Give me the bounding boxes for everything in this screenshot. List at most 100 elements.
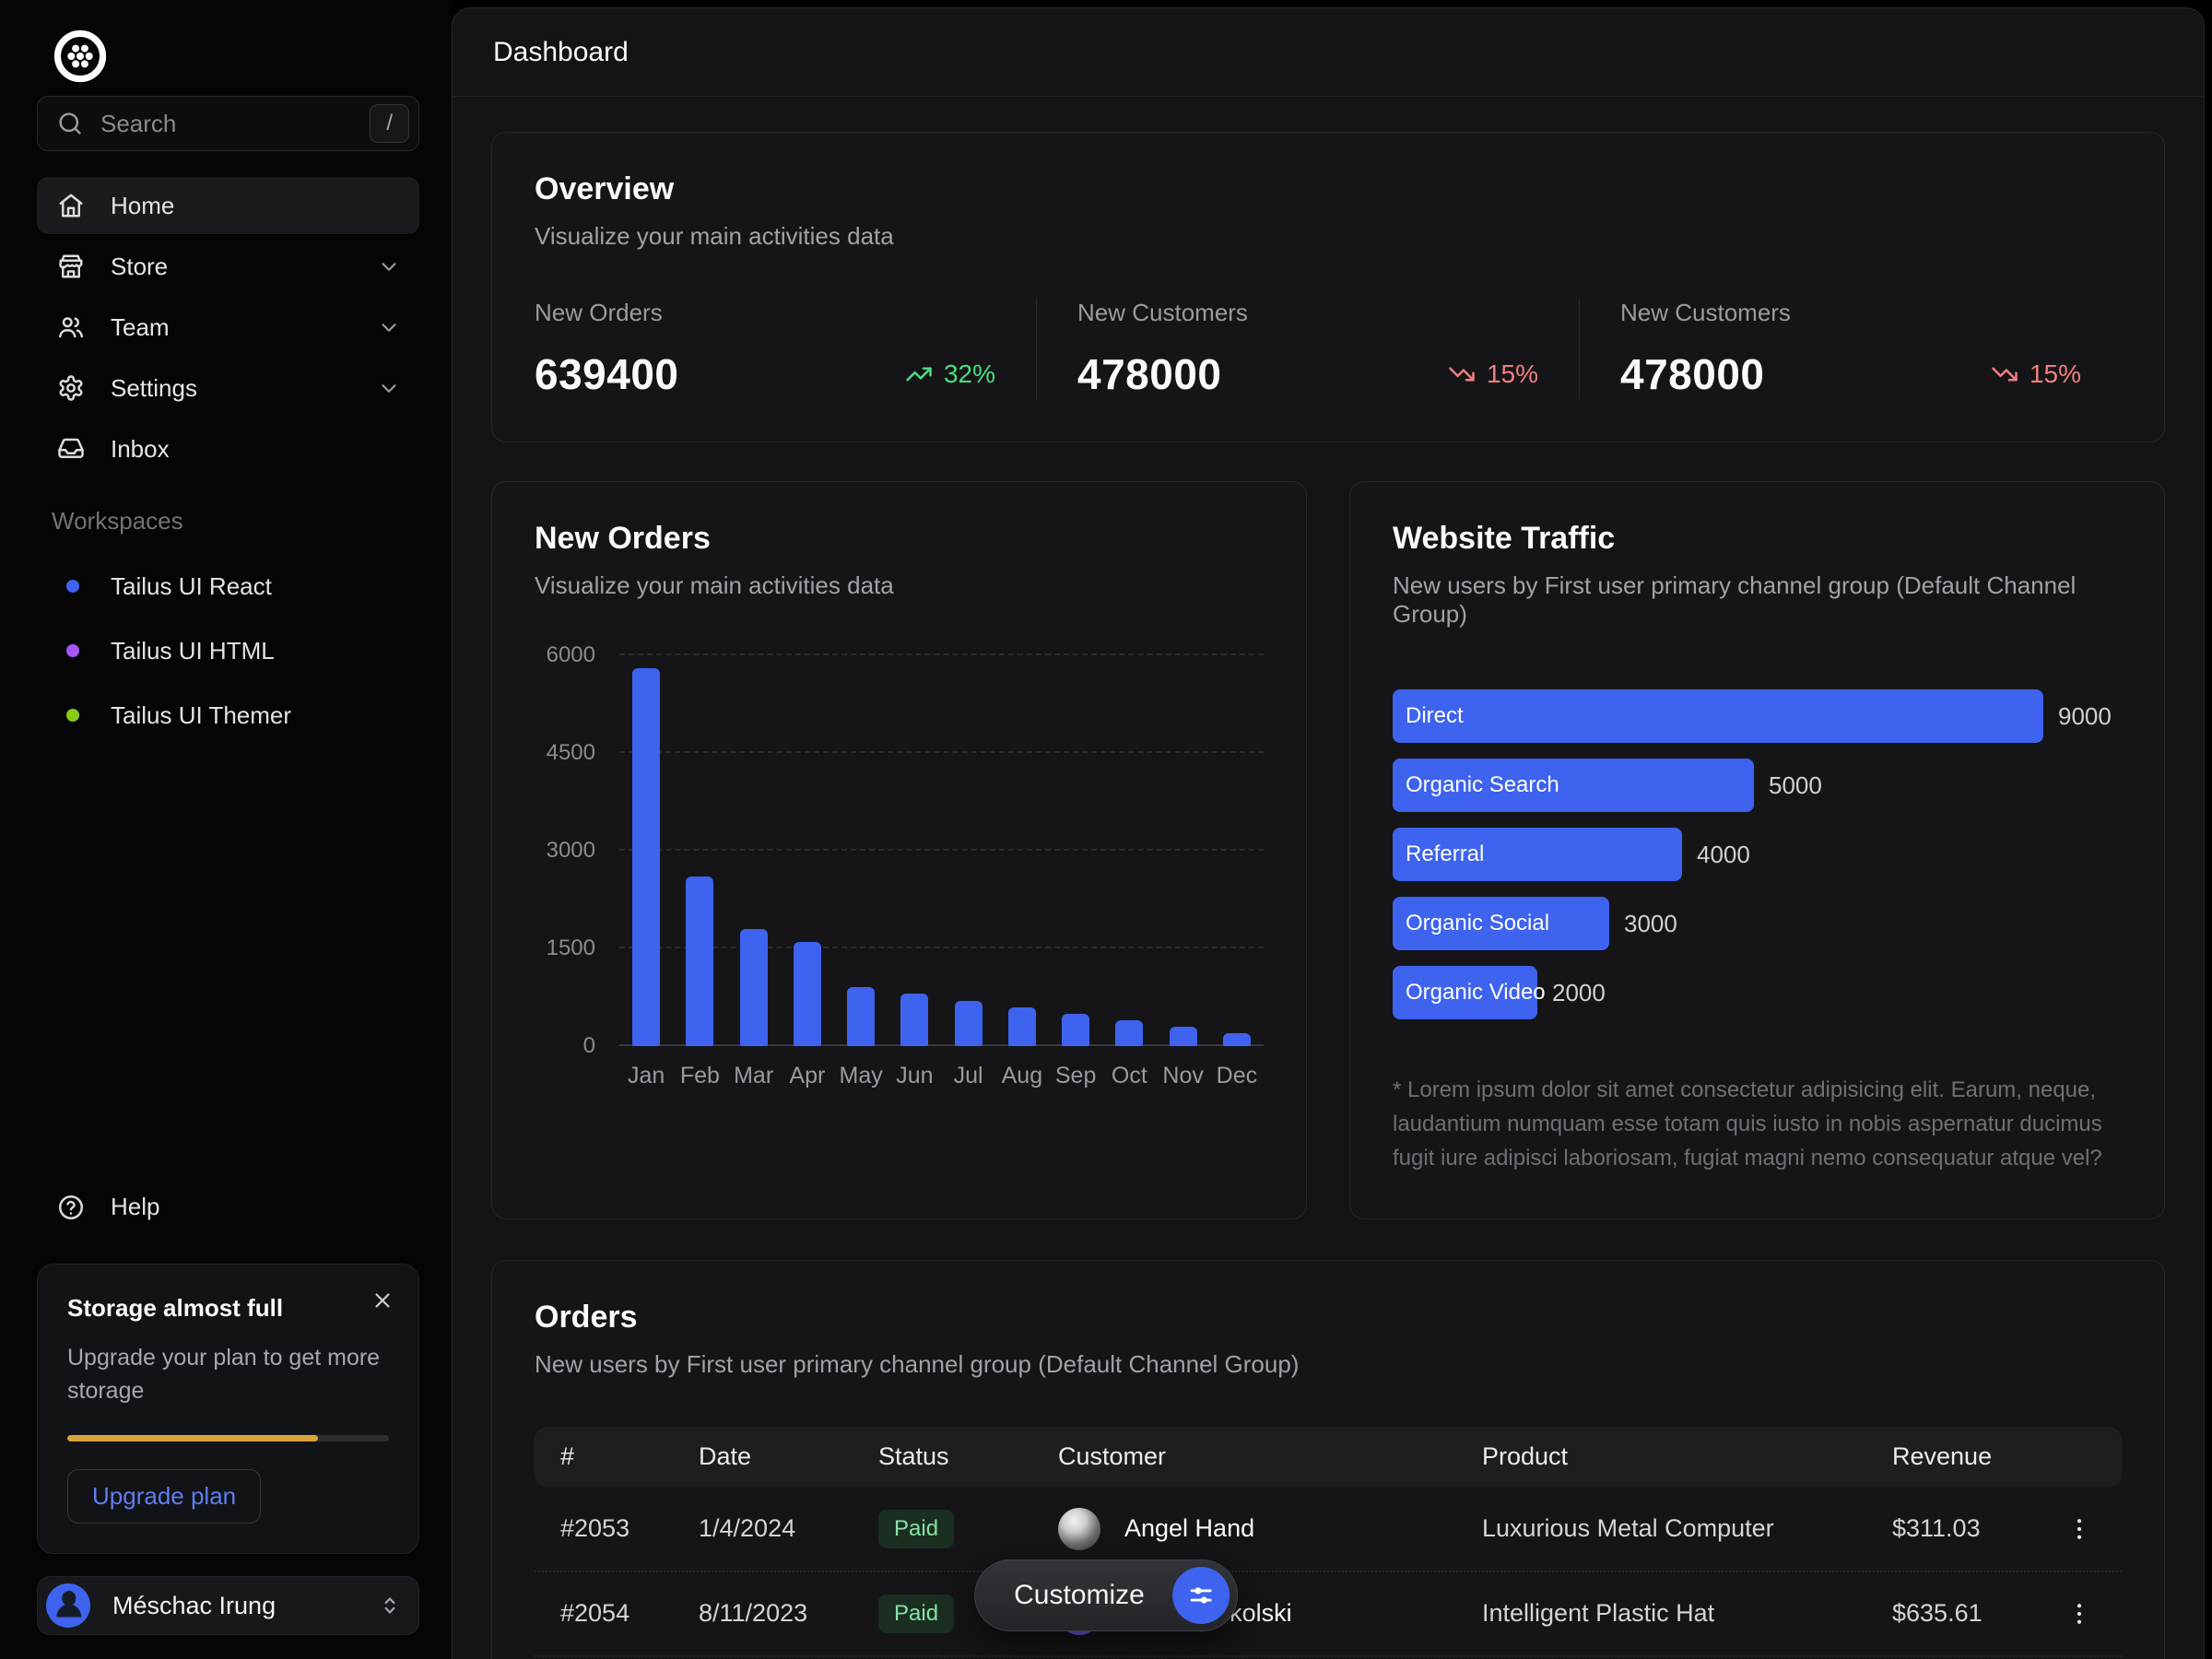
team-icon [57, 313, 85, 341]
storage-alert-card: Storage almost full Upgrade your plan to… [37, 1264, 419, 1555]
brand-logo[interactable] [52, 28, 109, 85]
traffic-bar-row: Direct 9000 [1393, 689, 2122, 743]
search-box[interactable]: / [37, 96, 419, 151]
page-title: Dashboard [493, 37, 629, 68]
sidebar-item-label: Team [111, 313, 351, 342]
website-traffic-title: Website Traffic [1393, 521, 2122, 557]
bar-column [727, 655, 781, 1046]
traffic-bar-row: Organic Social 3000 [1393, 897, 2122, 950]
bar [900, 994, 928, 1046]
traffic-bar-row: Organic Video 2000 [1393, 966, 2122, 1019]
orders-title: Orders [535, 1300, 2122, 1335]
sidebar-item-label: Store [111, 253, 351, 281]
sidebar-item-inbox[interactable]: Inbox [37, 420, 419, 477]
bar [955, 1001, 982, 1046]
y-axis-tick-label: 1500 [535, 935, 595, 961]
bar-column [1049, 655, 1102, 1046]
storage-progress-bar [67, 1435, 389, 1441]
status-badge: Paid [878, 1594, 954, 1633]
traffic-bar: Referral [1393, 828, 1682, 881]
order-date: 1/4/2024 [699, 1514, 878, 1543]
workspace-color-dot [66, 709, 79, 722]
bar [632, 668, 660, 1046]
row-menu-button[interactable] [2053, 1503, 2105, 1555]
bar-column [1102, 655, 1156, 1046]
avatar [1058, 1508, 1100, 1550]
table-row[interactable]: #2053 1/4/2024 Paid Angel Hand Luxurious… [535, 1488, 2122, 1572]
x-axis-tick-label: Nov [1157, 1063, 1210, 1089]
row-menu-button[interactable] [2053, 1588, 2105, 1640]
stat-label: New Orders [535, 299, 995, 327]
order-date: 8/11/2023 [699, 1599, 878, 1628]
sidebar-item-label: Home [111, 192, 401, 220]
x-axis-tick-label: Dec [1210, 1063, 1264, 1089]
new-orders-subtitle: Visualize your main activities data [535, 571, 1264, 600]
bar [1223, 1033, 1251, 1046]
stat-block: New Orders 639400 32% [535, 299, 1036, 399]
revenue-value: $635.61 [1892, 1599, 2053, 1628]
upgrade-plan-button[interactable]: Upgrade plan [67, 1469, 261, 1524]
x-axis-tick-label: Feb [673, 1063, 726, 1089]
stat-label: New Customers [1077, 299, 1538, 327]
workspace-item[interactable]: Tailus UI React [37, 558, 419, 615]
product-name: Luxurious Metal Computer [1482, 1514, 1892, 1543]
home-icon [57, 192, 85, 219]
bar-column [1210, 655, 1264, 1046]
sidebar-item-store[interactable]: Store [37, 238, 419, 295]
search-icon [56, 110, 84, 137]
traffic-bar: Direct [1393, 689, 2043, 743]
y-axis-tick-label: 6000 [535, 642, 595, 668]
overview-subtitle: Visualize your main activities data [535, 222, 2122, 251]
orders-table-body: #2053 1/4/2024 Paid Angel Hand Luxurious… [535, 1488, 2122, 1659]
stat-label: New Customers [1620, 299, 2081, 327]
workspace-item[interactable]: Tailus UI HTML [37, 622, 419, 679]
x-axis-tick-label: Sep [1049, 1063, 1102, 1089]
bar-column [1157, 655, 1210, 1046]
sidebar: / Home Store Team Settings Inbox Workspa… [0, 0, 452, 1659]
store-icon [57, 253, 85, 280]
close-icon[interactable] [371, 1288, 394, 1312]
sidebar-item-home[interactable]: Home [37, 177, 419, 234]
workspace-label: Tailus UI React [111, 572, 272, 601]
stat-value: 478000 [1077, 349, 1222, 399]
new-orders-card: New Orders Visualize your main activitie… [491, 481, 1307, 1219]
chevron-down-icon [377, 376, 401, 400]
customer-name: Angel Hand [1124, 1514, 1254, 1543]
website-traffic-card: Website Traffic New users by First user … [1349, 481, 2165, 1219]
overview-stats: New Orders 639400 32% New Customers 4780… [535, 299, 2122, 399]
table-row[interactable]: #2054 8/11/2023 Paid Lucia Jaskolski Int… [535, 1572, 2122, 1657]
stat-delta: 15% [1991, 359, 2081, 389]
sidebar-item-help[interactable]: Help [37, 1179, 419, 1236]
sidebar-item-settings[interactable]: Settings [37, 359, 419, 417]
search-input[interactable] [84, 110, 370, 138]
traffic-bar-row: Organic Search 5000 [1393, 759, 2122, 812]
x-axis-tick-label: Jan [619, 1063, 673, 1089]
y-axis-tick-label: 4500 [535, 740, 595, 766]
sidebar-item-team[interactable]: Team [37, 299, 419, 356]
orders-subtitle: New users by First user primary channel … [535, 1350, 2122, 1379]
order-id: #2054 [560, 1599, 699, 1628]
bar-column [781, 655, 834, 1046]
sidebar-nav: Home Store Team Settings Inbox [37, 177, 419, 477]
customize-button[interactable]: Customize [974, 1559, 1238, 1631]
new-orders-bar-chart: 01500300045006000 JanFebMarAprMayJunJulA… [535, 655, 1264, 1089]
flower-dots-icon [67, 45, 92, 68]
traffic-bar: Organic Social [1393, 897, 1609, 950]
orders-table: #DateStatusCustomerProductRevenue #2053 … [535, 1427, 2122, 1659]
trend-up-icon [905, 360, 933, 388]
user-menu[interactable]: Méschac Irung [37, 1576, 419, 1635]
help-label: Help [111, 1193, 159, 1221]
traffic-bar-value: 3000 [1624, 910, 1677, 938]
traffic-bar-value: 4000 [1697, 841, 1750, 869]
traffic-bar-value: 2000 [1552, 979, 1606, 1007]
bar-column [995, 655, 1049, 1046]
trend-down-icon [1448, 360, 1476, 388]
bar [1008, 1007, 1036, 1046]
workspace-label: Tailus UI HTML [111, 637, 275, 665]
inbox-icon [57, 435, 85, 463]
product-name: Intelligent Plastic Hat [1482, 1599, 1892, 1628]
workspace-item[interactable]: Tailus UI Themer [37, 687, 419, 744]
traffic-bar-label: Organic Social [1406, 911, 1549, 936]
y-axis-tick-label: 3000 [535, 838, 595, 864]
kebab-icon [2065, 1600, 2093, 1628]
